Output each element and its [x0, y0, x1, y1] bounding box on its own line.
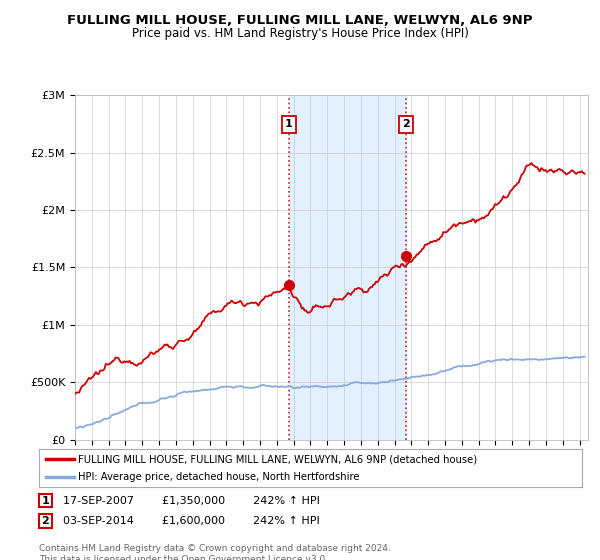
Text: 03-SEP-2014        £1,600,000        242% ↑ HPI: 03-SEP-2014 £1,600,000 242% ↑ HPI	[63, 516, 320, 526]
Text: 2: 2	[41, 516, 49, 526]
Text: 1: 1	[285, 119, 293, 129]
Text: Contains HM Land Registry data © Crown copyright and database right 2024.
This d: Contains HM Land Registry data © Crown c…	[39, 544, 391, 560]
Text: 2: 2	[402, 119, 410, 129]
Text: 17-SEP-2007        £1,350,000        242% ↑ HPI: 17-SEP-2007 £1,350,000 242% ↑ HPI	[63, 496, 320, 506]
Text: 1: 1	[41, 496, 49, 506]
Text: Price paid vs. HM Land Registry's House Price Index (HPI): Price paid vs. HM Land Registry's House …	[131, 27, 469, 40]
Text: FULLING MILL HOUSE, FULLING MILL LANE, WELWYN, AL6 9NP (detached house): FULLING MILL HOUSE, FULLING MILL LANE, W…	[78, 454, 477, 464]
Bar	[289, 95, 406, 440]
Text: FULLING MILL HOUSE, FULLING MILL LANE, WELWYN, AL6 9NP: FULLING MILL HOUSE, FULLING MILL LANE, W…	[67, 14, 533, 27]
Text: HPI: Average price, detached house, North Hertfordshire: HPI: Average price, detached house, Nort…	[78, 472, 359, 482]
